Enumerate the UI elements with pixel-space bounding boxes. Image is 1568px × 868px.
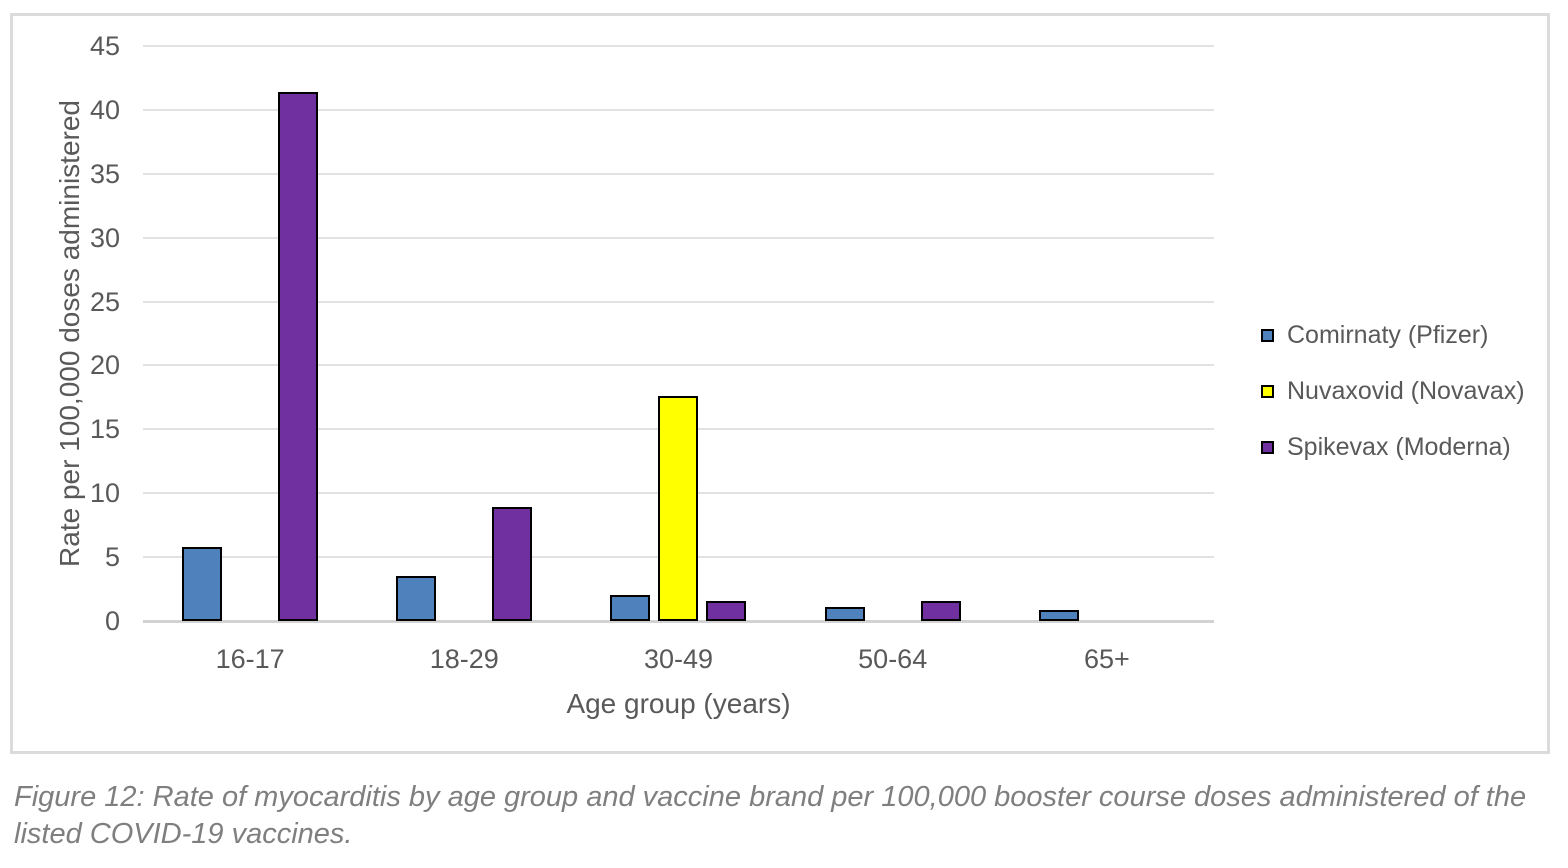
y-tick-label: 35: [89, 158, 120, 189]
bar-comirnaty-pfizer-65: [1038, 609, 1079, 621]
y-tick-label: 10: [89, 478, 120, 509]
x-axis-title: Age group (years): [566, 688, 791, 719]
gridline: [143, 300, 1214, 303]
bar-group-16-17: [143, 46, 357, 621]
legend-label: Comirnaty (Pfizer): [1287, 321, 1489, 349]
bar-spikevax-moderna-50-64: [920, 600, 961, 621]
chart-frame: Rate per 100,000 doses administered Age …: [10, 13, 1550, 754]
legend-swatch: [1261, 441, 1274, 454]
gridline: [143, 172, 1214, 175]
legend-label: Nuvaxovid (Novavax): [1287, 377, 1525, 405]
x-tick-label: 30-49: [643, 644, 714, 674]
bar-slot: [658, 396, 699, 621]
bar-slot: [920, 600, 961, 621]
bar-group-30-49: [571, 46, 785, 621]
x-tick-label: 50-64: [858, 644, 928, 674]
legend-item: Comirnaty (Pfizer): [1261, 321, 1525, 349]
bar-slot: [706, 600, 747, 621]
legend-swatch: [1261, 385, 1274, 398]
bar-group-50-64: [786, 46, 1000, 621]
bar-group-18-29: [357, 46, 571, 621]
x-tick-label: 18-29: [429, 644, 499, 674]
bar-nuvaxovid-novavax-30-49: [658, 396, 699, 621]
y-axis-title-wrap: Rate per 100,000 doses administered: [48, 46, 92, 621]
figure-caption: Figure 12: Rate of myocarditis by age gr…: [14, 781, 1527, 850]
bar-comirnaty-pfizer-50-64: [824, 606, 865, 621]
gridline: [143, 236, 1214, 239]
gridline: [143, 45, 1214, 47]
gridline: [143, 364, 1214, 367]
y-tick-label: 20: [89, 350, 120, 381]
legend-item: Nuvaxovid (Novavax): [1261, 377, 1525, 405]
legend: Comirnaty (Pfizer) Nuvaxovid (Novavax) S…: [1261, 321, 1525, 461]
bar-comirnaty-pfizer-30-49: [610, 595, 651, 621]
bar-slot: [610, 595, 651, 621]
bar-slot: [824, 606, 865, 621]
bar-spikevax-moderna-16-17: [278, 92, 319, 621]
y-tick-label: 30: [89, 222, 120, 253]
y-tick-label: 0: [104, 606, 120, 636]
bar-spikevax-moderna-30-49: [706, 600, 747, 621]
legend-item: Spikevax (Moderna): [1261, 433, 1525, 461]
bar-comirnaty-pfizer-18-29: [396, 576, 437, 621]
y-tick-label: 5: [104, 542, 120, 573]
bar-slot: [1038, 609, 1079, 621]
y-tick-label: 40: [89, 94, 120, 125]
bar-slot: [492, 507, 533, 621]
legend-swatch: [1261, 329, 1274, 342]
bar-slot: [278, 92, 319, 621]
bar-spikevax-moderna-18-29: [492, 507, 533, 621]
x-axis-line: [143, 620, 1214, 623]
x-tick-label: 65+: [1083, 644, 1130, 674]
bar-group-65: [1000, 46, 1214, 621]
legend-label: Spikevax (Moderna): [1287, 433, 1511, 461]
bar-slot: [182, 546, 223, 621]
x-tick-label: 16-17: [215, 644, 285, 674]
y-tick-label: 15: [89, 414, 120, 445]
bar-slot: [396, 576, 437, 621]
bar-comirnaty-pfizer-16-17: [182, 546, 223, 621]
y-tick-label: 45: [89, 31, 120, 61]
y-tick-label: 25: [89, 286, 120, 317]
gridline: [143, 108, 1214, 111]
